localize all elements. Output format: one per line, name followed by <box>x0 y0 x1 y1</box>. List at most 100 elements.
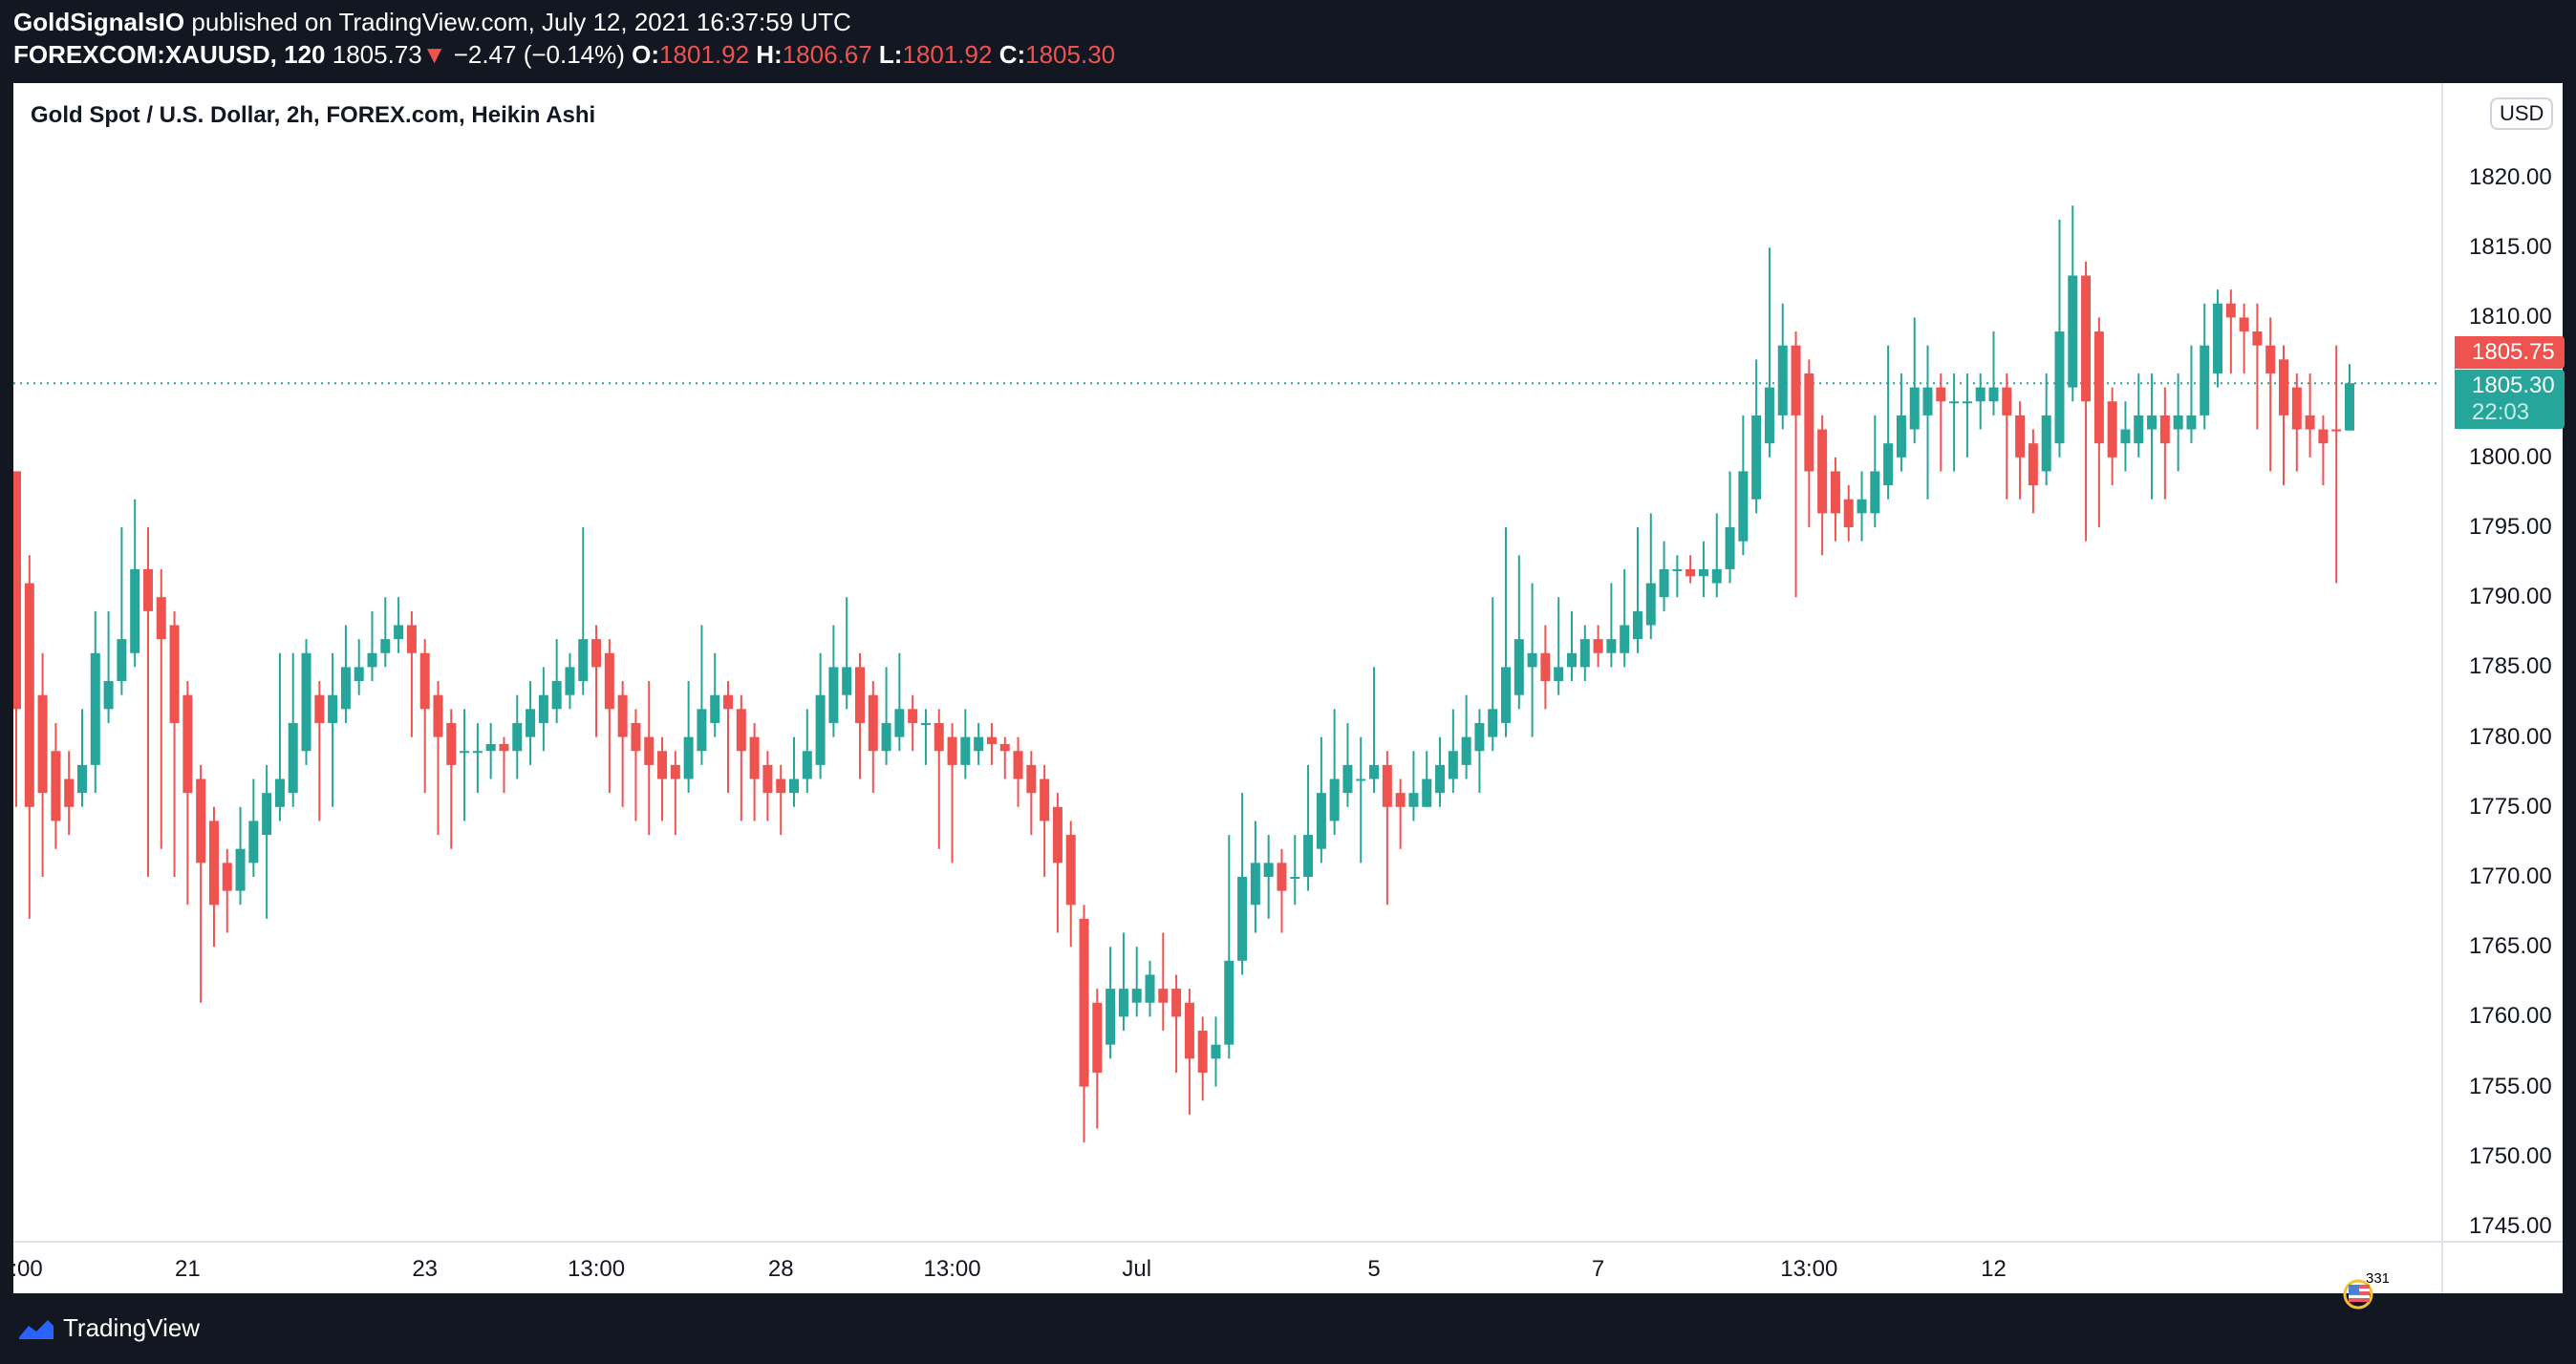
candle-up <box>1513 639 1524 695</box>
candle-down <box>1593 639 1603 653</box>
candle-up <box>1501 667 1512 723</box>
candle-up <box>340 667 351 710</box>
candle-up <box>828 667 839 723</box>
candle-up <box>1738 471 1749 542</box>
candle-down <box>419 652 430 710</box>
price-tick-label: 1765.00 <box>2469 933 2552 960</box>
candle-up <box>262 793 272 836</box>
high-label: H: <box>756 40 783 69</box>
candle-down <box>1171 989 1182 1017</box>
time-tick-label: 21 <box>174 1256 201 1282</box>
candle-down <box>986 736 997 744</box>
price-tick-label: 1785.00 <box>2469 653 2552 680</box>
candle-up <box>1988 387 1999 402</box>
candle-up <box>235 848 246 891</box>
currency-button[interactable]: USD <box>2490 97 2554 130</box>
open-value: 1801.92 <box>659 40 750 69</box>
candle-down <box>947 736 957 765</box>
candle-up <box>1237 877 1248 961</box>
candle-up <box>1632 610 1642 640</box>
candle-up <box>1422 778 1432 807</box>
time-tick-label: 5 <box>1367 1256 1381 1282</box>
candle-up <box>894 709 905 737</box>
candle-down <box>406 625 417 653</box>
us-flag-icon: 331 <box>2343 1270 2390 1310</box>
low-label: L: <box>878 40 903 69</box>
candle-down <box>1079 918 1089 1087</box>
candle-up <box>2213 303 2223 373</box>
candle-up <box>1922 387 1933 416</box>
open-label: O: <box>632 40 660 69</box>
candle-up <box>710 694 720 723</box>
symbol-info: FOREXCOM:XAUUSD, 120 1805.73▼ −2.47 (−0.… <box>13 40 1115 70</box>
candle-up <box>802 751 812 779</box>
candle-down <box>1092 1002 1103 1073</box>
price-tick-label: 1790.00 <box>2469 584 2552 610</box>
price-tick-label: 1815.00 <box>2469 234 2552 261</box>
candle-down <box>1382 764 1392 807</box>
candle-up <box>697 709 707 752</box>
chart-panel[interactable]: Gold Spot / U.S. Dollar, 2h, FOREX.com, … <box>11 83 2565 1310</box>
candle-up <box>1857 499 1867 514</box>
candle-down <box>1395 793 1406 807</box>
candle-down <box>37 694 48 794</box>
candle-down <box>670 764 680 779</box>
candle-down <box>999 743 1010 752</box>
candle-down <box>2252 331 2263 346</box>
candle-down <box>591 639 602 668</box>
candle-up <box>789 778 799 794</box>
candle-up <box>1106 989 1116 1045</box>
candle-up <box>2345 383 2354 431</box>
candle-up <box>1263 863 1274 877</box>
candle-down <box>604 652 614 710</box>
candle-up <box>328 694 338 723</box>
candle-up <box>538 694 548 723</box>
candle-down <box>1685 568 1696 577</box>
candle-up <box>1606 639 1617 653</box>
candle-down <box>1052 806 1063 863</box>
candle-down <box>24 583 34 807</box>
price-tick-label: 1800.00 <box>2469 443 2552 470</box>
candle-up <box>460 751 470 754</box>
candle-up <box>103 681 114 710</box>
candle-up <box>2068 275 2078 388</box>
candle-up <box>2120 429 2131 444</box>
economic-event-flag-icon[interactable]: 331 <box>2341 1270 2390 1310</box>
candle-down <box>1540 652 1551 682</box>
candle-up <box>472 751 483 754</box>
candle-up <box>578 639 589 682</box>
tradingview-logo[interactable]: TradingView <box>17 1313 200 1343</box>
candle-up <box>2147 415 2157 430</box>
candle-up <box>1435 764 1446 794</box>
time-tick-label: 13:00 <box>568 1256 626 1282</box>
candle-down <box>2159 415 2170 444</box>
candle-down <box>749 736 760 779</box>
time-tick-label: :00 <box>11 1256 43 1282</box>
candlestick-chart[interactable] <box>13 83 2441 1241</box>
candle-up <box>1949 401 1960 404</box>
last-price: 1805.73 <box>332 40 422 69</box>
price-tick-label: 1755.00 <box>2469 1073 2552 1099</box>
price-tick-label: 1795.00 <box>2469 514 2552 540</box>
price-tick-label: 1750.00 <box>2469 1142 2552 1169</box>
candle-up <box>2134 415 2144 444</box>
candle-down <box>1830 471 1840 514</box>
candle-up <box>1698 568 1708 577</box>
candle-down <box>2331 429 2342 432</box>
symbol-name: FOREXCOM:XAUUSD, 120 <box>13 40 326 69</box>
candle-up <box>367 652 377 668</box>
candle-up <box>815 694 826 765</box>
candle-up <box>1975 387 1986 402</box>
candle-down <box>1936 387 1946 402</box>
candle-up <box>1474 722 1485 752</box>
candle-up <box>1777 345 1788 416</box>
candle-down <box>644 736 655 765</box>
candle-up <box>1962 401 1972 404</box>
candle-down <box>2015 415 2026 458</box>
publish-info: GoldSignalsIO published on TradingView.c… <box>13 8 851 37</box>
author-name[interactable]: GoldSignalsIO <box>13 8 185 36</box>
candle-up <box>354 667 364 682</box>
candle-up <box>380 639 391 653</box>
candle-down <box>2239 317 2249 332</box>
publish-text: published on TradingView.com, July 12, 2… <box>191 8 851 36</box>
